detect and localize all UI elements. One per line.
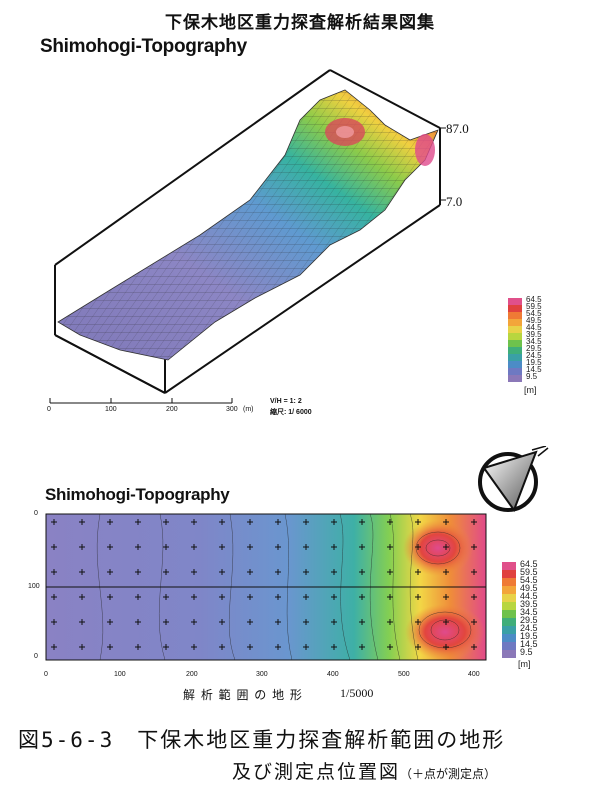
- bottom-map-scale: 1/5000: [340, 686, 374, 700]
- top-legend-label: 39.5: [526, 330, 542, 339]
- top-legend-label: 14.5: [526, 365, 542, 374]
- bottom-map-caption: 解 析 範 囲 の 地 形: [183, 688, 303, 702]
- top-scale-tick-0: 0: [47, 406, 51, 413]
- bottom-x-tick: 200: [186, 671, 198, 678]
- bottom-legend-label: 44.5: [520, 591, 538, 601]
- bottom-legend-label: 39.5: [520, 599, 538, 609]
- bottom-x-tick: 0: [44, 671, 48, 678]
- page-header-title: 下保木地区重力探査解析結果図集: [165, 13, 435, 33]
- bottom-x-tick: 100: [114, 671, 126, 678]
- top-legend-label: 19.5: [526, 358, 542, 367]
- top-scale-unit: (m): [243, 406, 254, 413]
- top-vh-ratio: V/H = 1: 2: [270, 398, 302, 405]
- top-legend-label: 59.5: [526, 302, 542, 311]
- bottom-legend-colorbar: [502, 562, 516, 658]
- bottom-legend-label: 49.5: [520, 583, 538, 593]
- measurement-points: [46, 514, 486, 660]
- bottom-legend-label: 19.5: [520, 631, 538, 641]
- top-legend-label: 34.5: [526, 337, 542, 346]
- bottom-contour-map: [45, 513, 487, 661]
- top-surface-ridge: [415, 134, 435, 166]
- top-z-max-label: 87.0: [446, 121, 469, 136]
- bottom-x-tick: 300: [256, 671, 268, 678]
- figure-caption-line1: 図5-6-3 下保木地区重力探査解析範囲の地形: [18, 728, 506, 752]
- top-scale-tick-300: 300: [226, 406, 238, 413]
- figure-caption-line2-text: 及び測定点位置図: [232, 761, 401, 783]
- bottom-legend-label: 14.5: [520, 639, 538, 649]
- top-legend-unit: [m]: [524, 385, 537, 395]
- top-legend-label: 9.5: [526, 372, 538, 381]
- top-scale-bar: [49, 398, 233, 404]
- bottom-y-tick: 100: [28, 583, 40, 590]
- bottom-legend-label: 29.5: [520, 615, 538, 625]
- bottom-x-tick: 400: [468, 671, 480, 678]
- bottom-legend-label: 54.5: [520, 575, 538, 585]
- bottom-y-tick: 0: [34, 510, 38, 517]
- bottom-legend-label: 24.5: [520, 623, 538, 633]
- bottom-legend-label: 64.5: [520, 559, 538, 569]
- top-3d-surface: [49, 69, 446, 404]
- top-legend-label: 44.5: [526, 323, 542, 332]
- figure-caption-note: （＋点が測定点）: [400, 767, 497, 781]
- bottom-legend-label: 34.5: [520, 607, 538, 617]
- bottom-legend-labels: 64.5 59.5 54.5 49.5 44.5 39.5 34.5 29.5 …: [520, 559, 538, 657]
- top-legend-label: 24.5: [526, 351, 542, 360]
- top-scale-tick-200: 200: [166, 406, 178, 413]
- north-arrow-icon: [478, 446, 549, 513]
- top-legend-label: 49.5: [526, 316, 542, 325]
- figure-caption-line2: 及び測定点位置図（＋点が測定点）: [232, 757, 496, 784]
- top-map-title: Shimohogi-Topography: [40, 36, 247, 57]
- bottom-map-title: Shimohogi-Topography: [45, 485, 230, 504]
- top-z-min-label: 7.0: [446, 194, 463, 209]
- top-legend-label: 54.5: [526, 309, 542, 318]
- bottom-legend-label: 59.5: [520, 567, 538, 577]
- bottom-legend-label: 9.5: [520, 647, 533, 657]
- top-legend-label: 29.5: [526, 344, 542, 353]
- bottom-x-tick: 500: [398, 671, 410, 678]
- top-legend-labels: 64.5 59.5 54.5 49.5 44.5 39.5 34.5 29.5 …: [526, 295, 542, 381]
- bottom-legend-unit: [m]: [518, 659, 531, 669]
- bottom-y-tick: 0: [34, 653, 38, 660]
- top-surface-grid: [58, 90, 438, 360]
- top-scale-ratio: 縮尺: 1/ 6000: [270, 409, 312, 416]
- top-legend-label: 64.5: [526, 295, 542, 304]
- bottom-x-tick: 400: [327, 671, 339, 678]
- top-legend-colorbar: [508, 298, 522, 382]
- top-scale-tick-100: 100: [105, 406, 117, 413]
